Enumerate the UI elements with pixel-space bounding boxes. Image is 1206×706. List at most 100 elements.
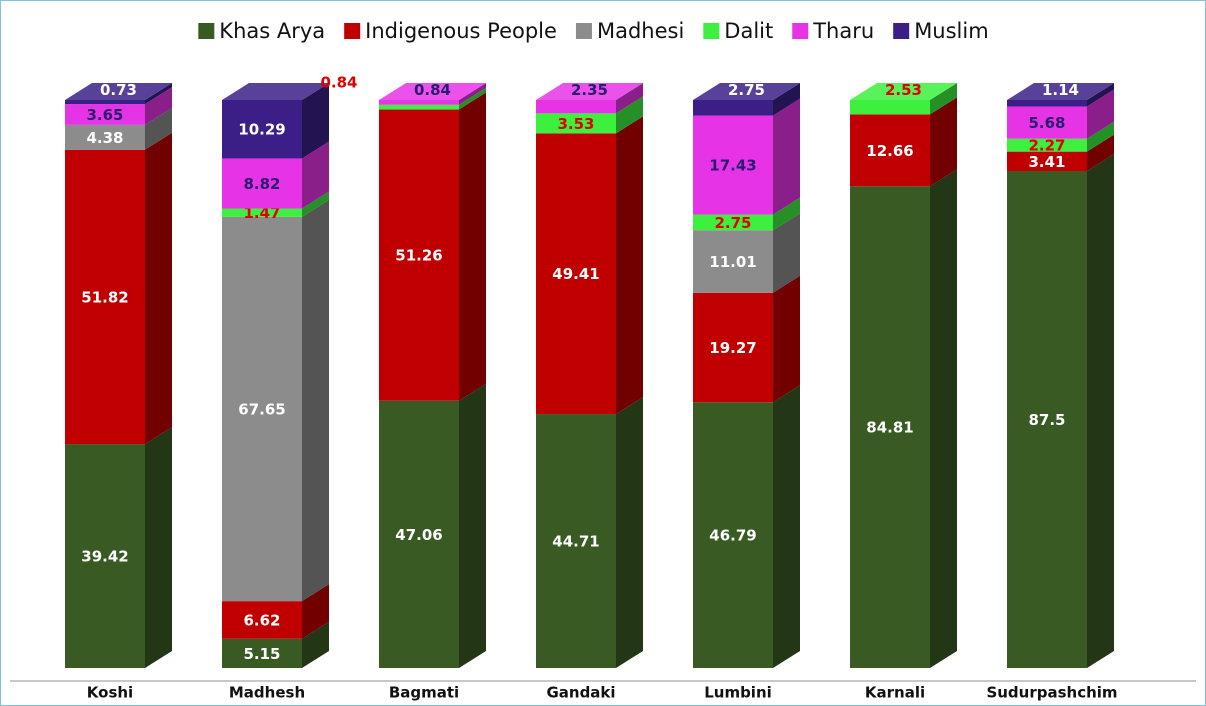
bar-top [379,83,486,100]
bar-top [65,83,172,100]
bar [65,444,145,668]
bar-side [302,83,329,159]
value-label: 51.82 [81,288,128,306]
legend-label: Khas Arya [219,19,325,43]
bar [379,104,459,110]
bar-side [145,132,172,445]
bar [1007,138,1087,152]
value-label: 84.81 [866,419,913,437]
bar [379,400,459,668]
bar-side [616,96,643,134]
value-label: 12.66 [866,142,913,160]
bar [222,208,302,217]
legend-label: Muslim [914,19,989,43]
value-label: 8.82 [243,175,280,193]
legend-swatch [893,23,910,39]
bar-side [145,427,172,668]
bar-side [1087,83,1114,107]
bar-top [693,83,800,100]
bar-side [773,275,800,403]
legend-swatch [344,23,361,39]
value-label: 2.27 [1028,137,1065,155]
bar-side [459,383,486,668]
bar-top [850,83,957,100]
bar-side [1087,134,1114,171]
bar-side [145,83,172,105]
bar-side [302,199,329,602]
bar [693,115,773,215]
value-label: 1.14 [1042,81,1079,99]
legend-label: Indigenous People [365,19,557,43]
legend-label: Madhesi [597,19,684,43]
bar-side [930,169,957,668]
bar-side [1087,154,1114,668]
bar-side [773,197,800,231]
bar [1007,151,1087,171]
bar [65,104,145,125]
bar [379,100,459,105]
value-label: 0.73 [100,81,137,99]
legend-swatch [198,23,215,39]
value-label: 46.79 [709,527,756,545]
bar-side [773,213,800,293]
bar-side [459,83,486,105]
bar [222,216,302,602]
bar [222,158,302,209]
value-label: 4.38 [86,129,123,147]
legend-label: Tharu [812,19,874,43]
value-label: 3.41 [1028,153,1065,171]
value-label: 6.62 [243,611,280,629]
bar [222,638,302,668]
x-tick-label: Lumbini [704,684,772,702]
legend-swatch [792,23,809,39]
bar [222,601,302,639]
value-label: 51.26 [395,247,442,265]
bar [379,109,459,401]
value-label: 3.53 [557,115,594,133]
bar [693,402,773,668]
value-label: 5.15 [243,645,280,663]
x-tick-label: Karnali [865,684,925,702]
bar-side [616,83,643,114]
bar-side [616,116,643,415]
value-label: 49.41 [552,265,599,283]
bar-side [302,584,329,639]
bar-side [459,87,486,110]
bar [536,113,616,134]
bar-side [773,83,800,116]
bar [693,214,773,231]
bar-top [222,83,329,100]
value-label: 2.53 [885,81,922,99]
value-label: 5.68 [1028,114,1065,132]
bar-side [930,83,957,115]
bar-side [302,191,329,217]
value-label: 44.71 [552,533,599,551]
value-label: 67.65 [238,401,285,419]
value-label: 10.29 [238,121,285,139]
x-tick-label: Bagmati [389,684,459,702]
value-label: 2.75 [714,214,751,232]
bar [65,149,145,445]
bar-side [1087,121,1114,152]
x-tick-label: Gandaki [546,684,615,702]
bar [850,114,930,187]
x-tick-label: Sudurpashchim [986,684,1117,702]
value-label: 47.06 [395,526,442,544]
bar-side [145,107,172,150]
bar [65,124,145,150]
bar-side [1087,89,1114,139]
bar [850,186,930,668]
value-label: 2.35 [571,81,608,99]
bar-side [773,385,800,668]
bar [1007,106,1087,139]
value-label: 2.75 [728,81,765,99]
legend-swatch [703,23,720,39]
x-tick-label: Madhesh [229,684,305,702]
value-label: 3.65 [86,106,123,124]
bar-side [302,141,329,209]
bar [65,100,145,105]
legend-label: Dalit [724,19,773,43]
bar-side [930,97,957,187]
value-label: 87.5 [1028,411,1065,429]
